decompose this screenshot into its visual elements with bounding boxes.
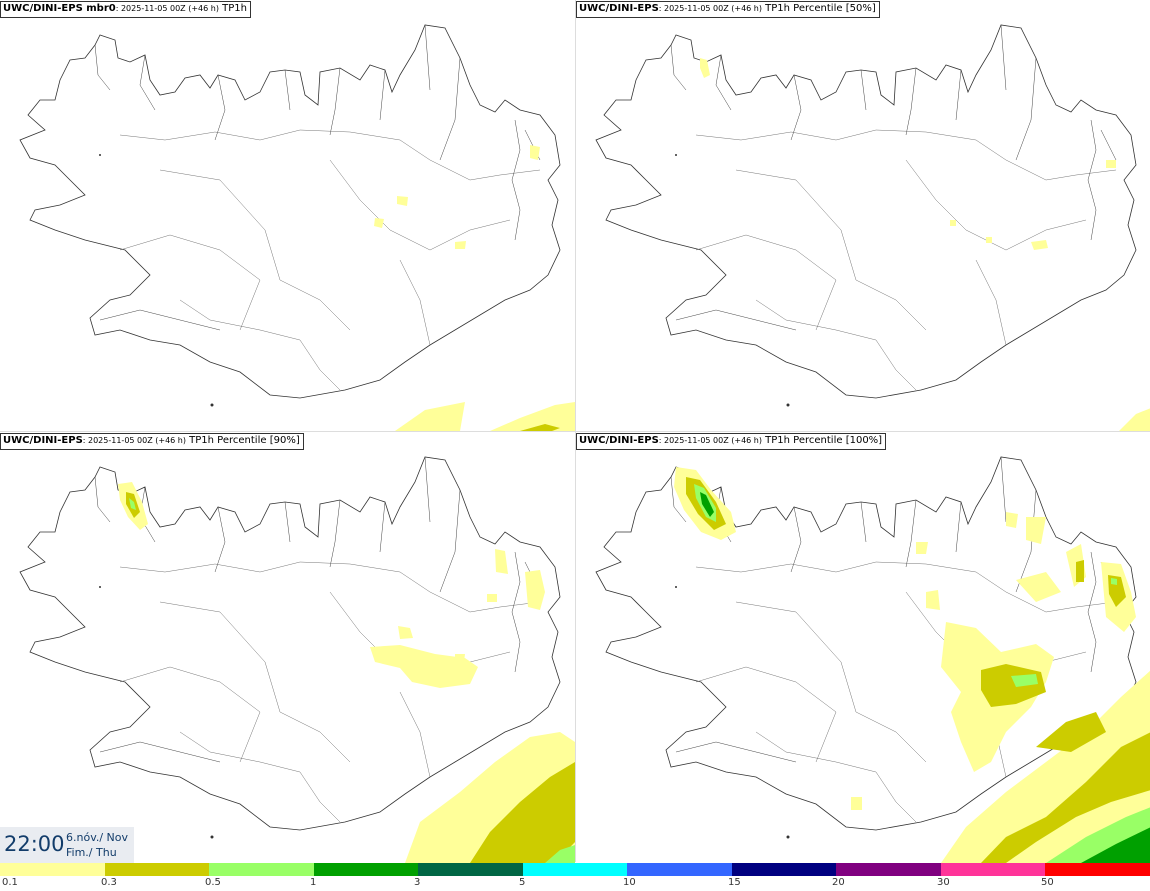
precip-area bbox=[374, 218, 384, 228]
precip-area bbox=[395, 402, 465, 431]
precip-area bbox=[525, 570, 545, 610]
precip-area bbox=[1006, 512, 1018, 528]
legend-label: 0.3 bbox=[101, 877, 117, 888]
legend-label: 0.1 bbox=[2, 877, 18, 888]
legend-label: 15 bbox=[728, 877, 741, 888]
map-panel-p100: UWC/DINI-EPS: 2025-11-05 00Z (+46 h) TP1… bbox=[576, 432, 1150, 863]
precip-area bbox=[397, 196, 408, 206]
legend-swatch bbox=[940, 863, 1046, 876]
precip-area bbox=[1016, 572, 1061, 602]
legend-swatch bbox=[522, 863, 628, 876]
precip-area bbox=[1036, 712, 1106, 752]
precip-area bbox=[851, 797, 862, 810]
precip-area bbox=[470, 762, 575, 863]
precip-area bbox=[490, 402, 575, 431]
precip-area bbox=[1011, 674, 1038, 687]
color-legend bbox=[0, 863, 1150, 876]
panel-title: UWC/DINI-EPS: 2025-11-05 00Z (+46 h) TP1… bbox=[576, 433, 887, 450]
precip-area bbox=[950, 220, 956, 226]
valid-time-box: 22:00 6.nóv./ Nov Fim./ Thu bbox=[0, 827, 134, 863]
map-canvas bbox=[19, 24, 575, 431]
legend-label: 10 bbox=[623, 877, 636, 888]
legend-swatch bbox=[313, 863, 419, 876]
panel-divider bbox=[0, 431, 1150, 432]
precip-area bbox=[455, 241, 466, 249]
precip-area bbox=[700, 492, 714, 517]
precip-area bbox=[487, 594, 497, 602]
legend-swatch bbox=[104, 863, 210, 876]
precip-area bbox=[1119, 408, 1150, 431]
map-canvas bbox=[595, 24, 1150, 431]
legend-label: 50 bbox=[1041, 877, 1054, 888]
precip-area bbox=[1106, 160, 1116, 168]
precip-area bbox=[129, 498, 136, 510]
legend-swatch bbox=[209, 863, 314, 876]
legend-swatch bbox=[627, 863, 732, 876]
valid-time: 22:00 bbox=[4, 832, 65, 856]
precip-area bbox=[916, 542, 928, 554]
legend-swatch bbox=[0, 863, 105, 876]
precip-area bbox=[1081, 827, 1150, 863]
map-canvas bbox=[19, 456, 575, 863]
legend-label: 1 bbox=[310, 877, 317, 888]
legend-label: 5 bbox=[519, 877, 526, 888]
panel-title: UWC/DINI-EPS: 2025-11-05 00Z (+46 h) TP1… bbox=[576, 1, 880, 18]
precip-area bbox=[545, 845, 575, 863]
panel-title: UWC/DINI-EPS: 2025-11-05 00Z (+46 h) TP1… bbox=[0, 433, 304, 450]
map-canvas bbox=[595, 456, 1150, 863]
precip-area bbox=[520, 424, 560, 431]
precip-area bbox=[495, 549, 508, 574]
legend-label: 3 bbox=[414, 877, 421, 888]
map-panel-mbr0: UWC/DINI-EPS mbr0: 2025-11-05 00Z (+46 h… bbox=[0, 0, 575, 431]
precip-area bbox=[1076, 560, 1084, 582]
map-panel-p50: UWC/DINI-EPS: 2025-11-05 00Z (+46 h) TP1… bbox=[576, 0, 1150, 431]
precip-area bbox=[926, 590, 940, 610]
legend-swatch bbox=[731, 863, 837, 876]
legend-label: 20 bbox=[832, 877, 845, 888]
precip-area bbox=[398, 626, 413, 639]
precip-area bbox=[370, 645, 478, 688]
legend-label: 30 bbox=[937, 877, 950, 888]
precip-area bbox=[700, 58, 710, 78]
precip-area bbox=[455, 654, 465, 662]
precip-area bbox=[986, 237, 992, 243]
valid-date: 6.nóv./ Nov Fim./ Thu bbox=[66, 831, 129, 859]
map-panel-p90: UWC/DINI-EPS: 2025-11-05 00Z (+46 h) TP1… bbox=[0, 432, 575, 863]
precip-area bbox=[530, 145, 540, 160]
legend-swatch bbox=[1045, 863, 1150, 876]
legend-label: 0.5 bbox=[205, 877, 221, 888]
legend-labels: 0.1 0.3 0.5 1 3 5 10 15 20 30 50 bbox=[0, 877, 1150, 891]
precip-area bbox=[1031, 240, 1048, 250]
precip-area bbox=[1026, 517, 1046, 544]
panel-title: UWC/DINI-EPS mbr0: 2025-11-05 00Z (+46 h… bbox=[0, 1, 251, 18]
legend-swatch bbox=[836, 863, 941, 876]
precip-area bbox=[1111, 578, 1117, 585]
legend-swatch bbox=[418, 863, 523, 876]
